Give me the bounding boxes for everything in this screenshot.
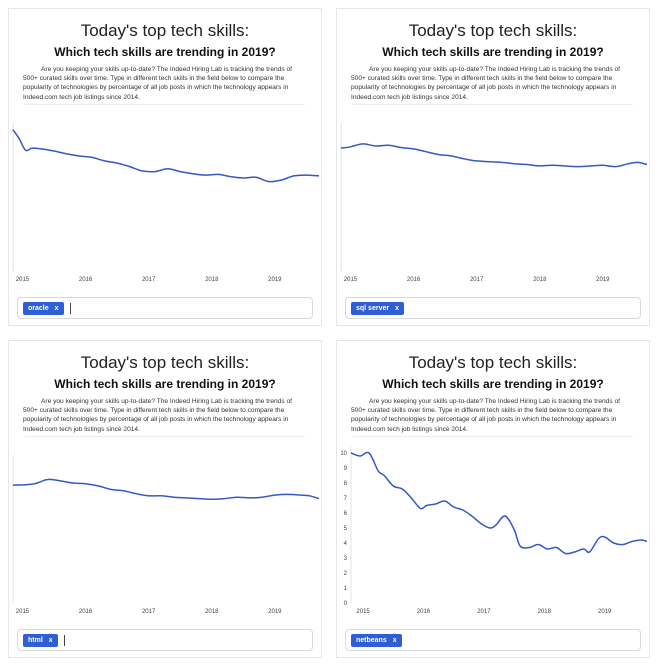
trend-chart: 2015 2016 2017 2018 2019 (12, 123, 320, 283)
skill-chip-label: netbeans (356, 637, 387, 644)
page-title: Today's top tech skills: (408, 21, 578, 40)
page-subtitle: Which tech skills are trending in 2019? (54, 45, 276, 59)
divider (353, 436, 633, 437)
series-line (12, 129, 320, 183)
x-tick-label: 2015 (16, 277, 30, 283)
page-subtitle: Which tech skills are trending in 2019? (54, 377, 276, 391)
y-tick-label: 7 (344, 496, 348, 502)
skill-search-input[interactable]: oracle x (17, 297, 313, 319)
series-line (12, 478, 320, 501)
divider (25, 104, 305, 105)
x-tick-label: 2018 (533, 277, 547, 283)
x-tick-label: 2015 (344, 277, 358, 283)
y-tick-label: 6 (344, 511, 348, 517)
series-line (340, 143, 648, 168)
x-tick-label: 2017 (470, 277, 484, 283)
skill-chip-label: sql server (356, 305, 390, 312)
trend-chart: 2015 2016 2017 2018 2019 (12, 455, 320, 615)
trend-chart: 2015 2016 2017 2018 2019 (340, 123, 648, 283)
x-tick-label: 2016 (79, 609, 93, 615)
page-description: Are you keeping your skills up-to-date? … (23, 398, 292, 433)
page-title: Today's top tech skills: (408, 353, 578, 372)
skill-search-input[interactable]: html x (17, 629, 313, 651)
text-caret (70, 303, 71, 314)
x-tick-label: 2019 (268, 609, 282, 615)
x-tick-label: 2018 (205, 277, 219, 283)
page-subtitle: Which tech skills are trending in 2019? (382, 377, 604, 391)
skill-chip-label: oracle (28, 305, 49, 312)
divider (353, 104, 633, 105)
x-tick-label: 2015 (16, 609, 30, 615)
x-tick-label: 2016 (79, 277, 93, 283)
series-line (350, 451, 648, 555)
page-description: Are you keeping your skills up-to-date? … (351, 66, 620, 101)
chart-panel-sql-server: Today's top tech skills: Which tech skil… (336, 8, 650, 326)
page-title: Today's top tech skills: (80, 353, 250, 372)
x-tick-label: 2016 (407, 277, 421, 283)
skill-chip[interactable]: oracle x (23, 302, 64, 315)
skill-chip[interactable]: html x (23, 634, 58, 647)
skill-search-input[interactable]: sql server x (345, 297, 641, 319)
y-tick-label: 3 (344, 556, 348, 562)
y-tick-label: 1 (344, 586, 348, 592)
y-tick-label: 0 (344, 601, 348, 607)
divider (25, 436, 305, 437)
chart-panel-html: Today's top tech skills: Which tech skil… (8, 340, 322, 658)
x-tick-label: 2019 (598, 609, 612, 615)
x-tick-label: 2019 (596, 277, 610, 283)
skill-search-input[interactable]: netbeans x (345, 629, 641, 651)
chip-remove-icon[interactable]: x (54, 305, 59, 312)
chip-remove-icon[interactable]: x (392, 637, 397, 644)
chart-panel-oracle: Today's top tech skills: Which tech skil… (8, 8, 322, 326)
chart-panel-netbeans: Today's top tech skills: Which tech skil… (336, 340, 650, 658)
x-tick-label: 2016 (417, 609, 431, 615)
y-tick-label: 10 (340, 451, 347, 457)
x-tick-label: 2018 (205, 609, 219, 615)
skill-chip[interactable]: sql server x (351, 302, 404, 315)
chip-remove-icon[interactable]: x (48, 637, 53, 644)
skill-chip-label: html (28, 637, 43, 644)
page-description: Are you keeping your skills up-to-date? … (351, 398, 620, 433)
y-tick-label: 4 (344, 541, 348, 547)
x-tick-label: 2015 (356, 609, 370, 615)
page-description: Are you keeping your skills up-to-date? … (23, 66, 292, 101)
y-tick-label: 9 (344, 466, 348, 472)
page-title: Today's top tech skills: (80, 21, 250, 40)
chip-remove-icon[interactable]: x (395, 305, 399, 312)
text-caret (64, 635, 65, 646)
x-tick-label: 2018 (538, 609, 552, 615)
y-tick-label: 8 (344, 481, 348, 487)
y-tick-label: 5 (344, 526, 348, 532)
x-tick-label: 2017 (142, 277, 156, 283)
skill-chip[interactable]: netbeans x (351, 634, 402, 647)
x-tick-label: 2017 (477, 609, 491, 615)
y-tick-label: 2 (344, 571, 348, 577)
page-subtitle: Which tech skills are trending in 2019? (382, 45, 604, 59)
x-tick-label: 2017 (142, 609, 156, 615)
x-tick-label: 2019 (268, 277, 282, 283)
